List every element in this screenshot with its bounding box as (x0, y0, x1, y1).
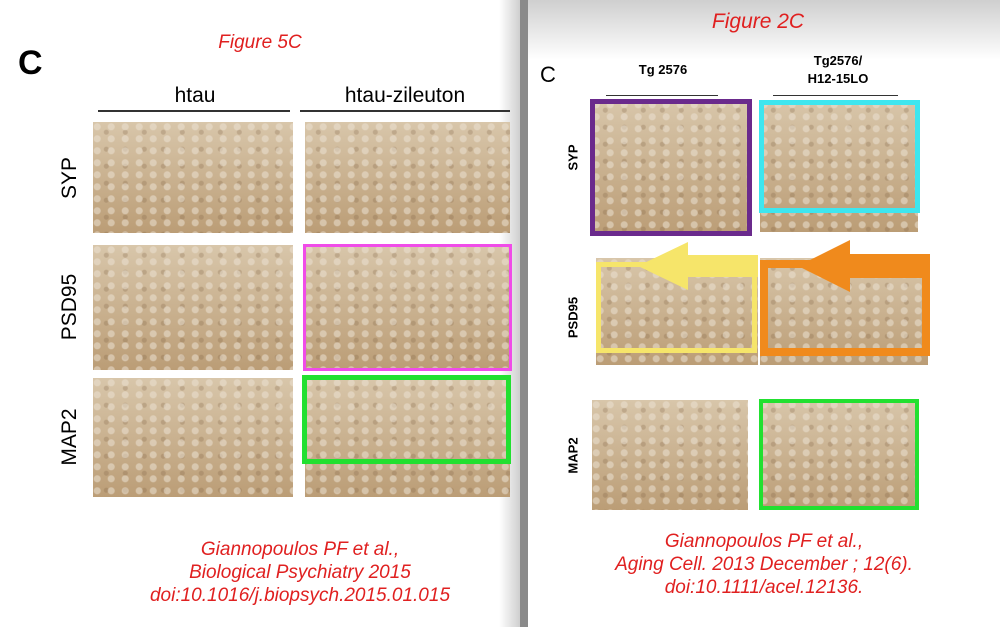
row-label: PSD95 (58, 273, 81, 341)
micrograph (760, 400, 918, 510)
left-panel: Figure 5C C htau htau-zileuton SYP PSD95… (0, 0, 520, 627)
arrows (638, 240, 930, 292)
rule (98, 110, 290, 112)
highlight-box (759, 399, 919, 510)
column-label: Tg2576/ H12-15LO (768, 52, 908, 88)
micrograph (305, 378, 510, 497)
citation-line: Giannopoulos PF et al., (200, 539, 400, 560)
panel-letter: C (18, 44, 43, 82)
column-label: htau (174, 84, 216, 107)
row-label: SYP (58, 156, 81, 200)
citation: Giannopoulos PF et al., Aging Cell. 2013… (528, 530, 1000, 599)
column-label-line: H12-15LO (807, 71, 869, 86)
micrograph (93, 122, 293, 233)
row-label: SYP (565, 144, 581, 171)
micrograph (305, 245, 510, 370)
citation-line: Giannopoulos PF et al., (664, 531, 864, 552)
row-label: PSD95 (565, 296, 581, 339)
citation-line: Biological Psychiatry 2015 (189, 562, 411, 583)
panel-letter: C (540, 62, 556, 87)
arrow (798, 240, 930, 292)
rule (606, 95, 718, 96)
column-label: htau-zileuton (344, 84, 466, 107)
highlight-box (759, 100, 920, 213)
citation: Giannopoulos PF et al., Biological Psych… (60, 538, 540, 607)
figure-label: Figure 5C (218, 32, 302, 53)
right-panel: Figure 2C C Tg 2576 Tg2576/ H12-15LO SYP… (528, 0, 1000, 627)
micrograph (305, 122, 510, 233)
citation-line: doi:10.1016/j.biopsych.2015.01.015 (149, 585, 451, 606)
column-label-line: Tg2576/ (813, 53, 863, 68)
rule (300, 110, 510, 112)
highlight-box (303, 244, 512, 371)
column-label: Tg 2576 (638, 62, 688, 77)
row-label: MAP2 (565, 437, 581, 474)
micrograph (93, 245, 293, 370)
micrograph (592, 100, 750, 235)
rule (773, 95, 898, 96)
highlight-box (590, 99, 752, 236)
highlight-box (302, 375, 511, 464)
micrograph (592, 400, 748, 510)
arrow (638, 242, 758, 290)
figure-label: Figure 2C (711, 10, 805, 33)
row-label: MAP2 (58, 408, 81, 466)
citation-line: doi:10.1111/acel.12136. (664, 577, 864, 598)
citation-line: Aging Cell. 2013 December ; 12(6). (615, 554, 913, 575)
micrograph (93, 378, 293, 497)
